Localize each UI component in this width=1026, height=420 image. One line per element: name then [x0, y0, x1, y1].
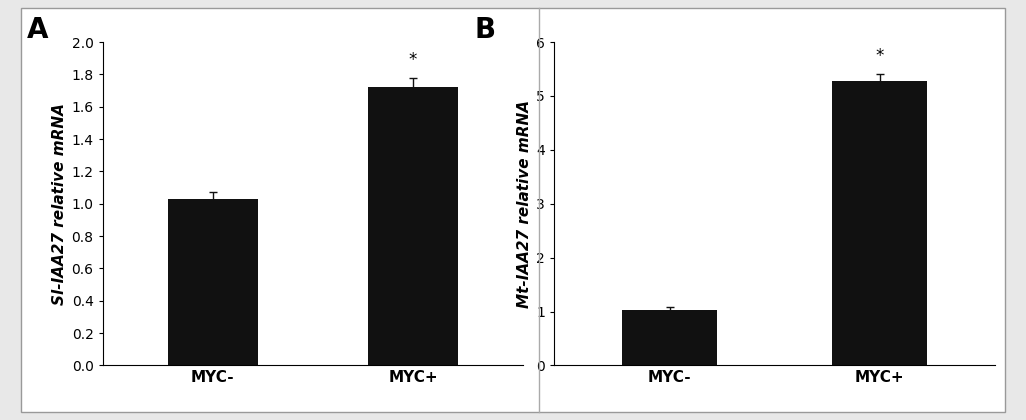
- Bar: [832, 81, 926, 365]
- Y-axis label: Sl-IAA27 relative mRNA: Sl-IAA27 relative mRNA: [52, 103, 68, 304]
- Text: *: *: [409, 51, 418, 69]
- Bar: [368, 87, 459, 365]
- Bar: [623, 310, 717, 365]
- Text: B: B: [475, 16, 496, 44]
- Bar: [167, 199, 258, 365]
- Text: A: A: [27, 16, 48, 44]
- Text: *: *: [875, 47, 883, 65]
- Y-axis label: Mt-IAA27 relative mRNA: Mt-IAA27 relative mRNA: [517, 100, 531, 308]
